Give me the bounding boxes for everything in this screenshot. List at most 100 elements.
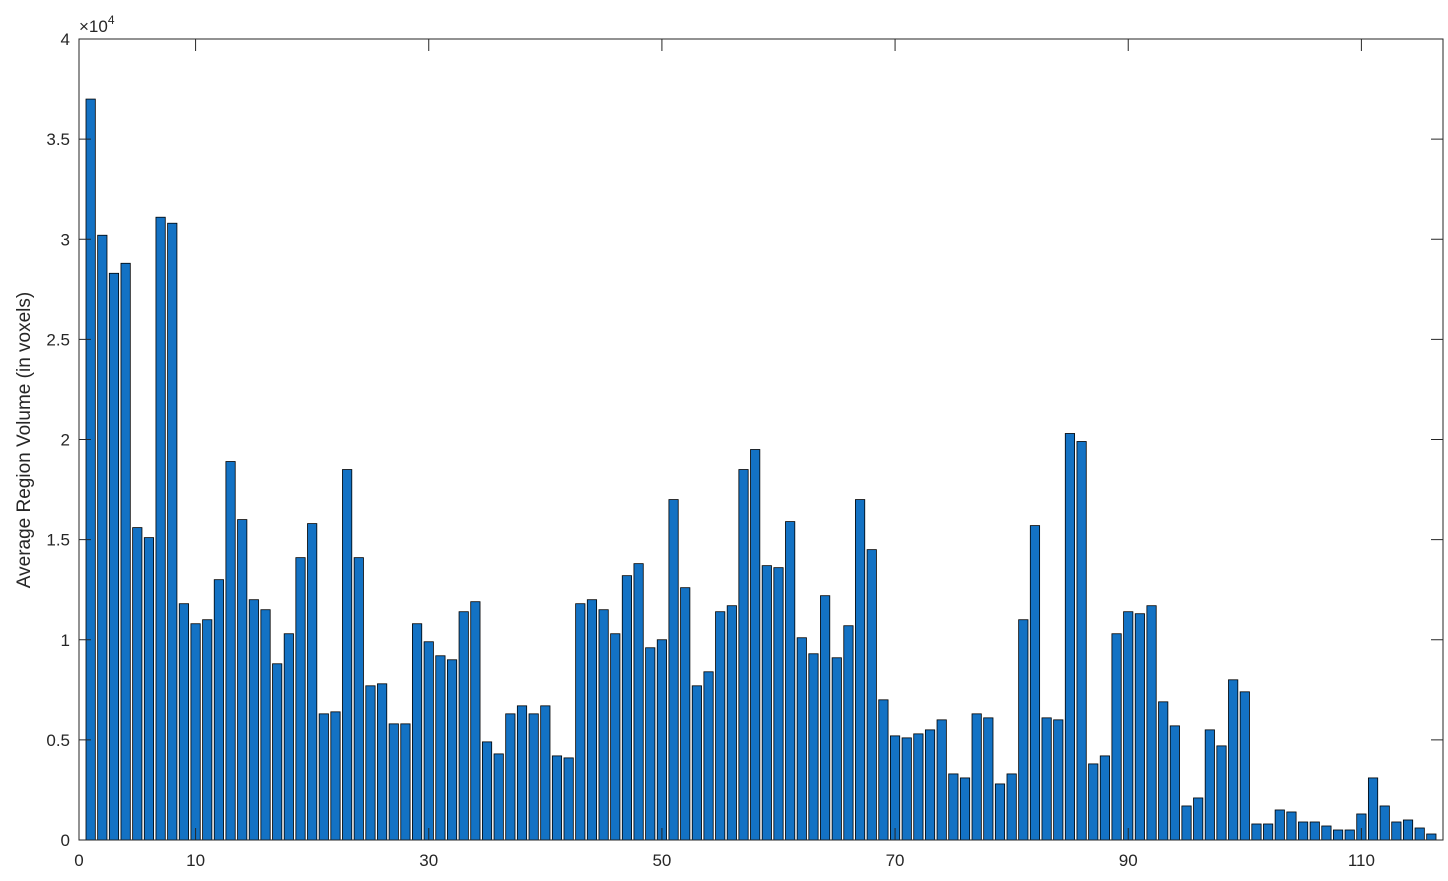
bar-91 [1134,613,1145,841]
bar-84 [1053,719,1064,841]
bar-2 [97,234,108,841]
x-tick-label: 90 [1119,851,1138,870]
bar-14 [237,519,248,841]
bar-105 [1298,821,1309,841]
bar-45 [598,609,609,841]
bar-15 [248,599,259,841]
bar-57 [738,469,749,841]
y-tick-label: 2 [61,431,70,450]
bar-56 [726,605,737,841]
bar-93 [1158,701,1169,841]
bar-21 [318,713,329,841]
bar-29 [412,623,423,841]
bar-69 [878,699,889,841]
bar-62 [796,637,807,841]
bar-104 [1286,811,1297,841]
bar-11 [202,619,213,841]
y-tick-label: 2.5 [46,330,70,349]
bar-89 [1111,633,1122,841]
bar-103 [1274,809,1285,841]
bar-72 [913,733,924,841]
bar-9 [178,603,189,841]
bar-116 [1426,833,1437,841]
bar-88 [1099,755,1110,841]
x-tick-label: 50 [652,851,671,870]
x-tick-label: 110 [1348,851,1375,870]
bar-24 [353,557,364,841]
bar-43 [575,603,586,841]
bar-52 [680,587,691,841]
bar-35 [481,741,493,841]
bar-53 [691,685,702,841]
bar-78 [983,717,994,841]
bar-73 [924,729,936,841]
bar-31 [435,655,446,841]
bar-79 [994,783,1006,841]
bar-40 [540,705,551,841]
bar-51 [668,499,679,841]
y-tick-label: 1 [61,631,70,650]
x-tick-label: 10 [186,851,205,870]
x-tick-label: 30 [419,851,438,870]
bar-6 [143,537,155,841]
bar-115 [1414,827,1425,841]
bar-10 [190,623,201,841]
bar-98 [1216,745,1227,841]
bar-97 [1204,729,1215,841]
y-tick-label: 3.5 [46,130,70,149]
bar-63 [808,653,819,841]
bar-95 [1181,805,1192,841]
bar-71 [901,737,912,841]
bar-3 [108,272,120,841]
y-exponent-label: ×104 [79,13,115,36]
y-tick-label: 3 [61,230,70,249]
bar-106 [1309,821,1320,841]
bar-28 [400,723,411,841]
bar-18 [283,633,294,841]
bar-113 [1391,821,1402,841]
bar-38 [516,705,528,841]
bar-70 [890,735,901,841]
bar-96 [1193,797,1204,841]
bar-34 [470,601,481,841]
x-tick-label: 0 [74,851,83,870]
bar-42 [563,757,574,841]
bar-114 [1402,819,1414,841]
bar-4 [120,262,131,841]
bar-12 [213,579,224,841]
bar-87 [1088,763,1099,841]
bar-68 [866,549,877,841]
bar-54 [703,671,714,841]
bar-102 [1263,823,1274,841]
bar-55 [715,611,726,841]
bar-101 [1251,823,1262,841]
bar-99 [1228,679,1239,841]
bar-86 [1076,441,1087,841]
bar-46 [610,633,621,841]
bar-19 [295,557,306,841]
bar-60 [773,567,784,841]
ticks-group: 0 10 30 50 70 90 110 0 0.5 1 1.5 2 2.5 3 3.5 4 [46,30,1443,870]
bar-20 [307,523,318,841]
bar-108 [1333,829,1344,841]
bar-85 [1064,433,1076,841]
bar-111 [1367,777,1379,841]
bar-48 [633,563,644,841]
x-tick-label: 70 [886,851,905,870]
bar-75 [948,773,959,841]
bar-49 [645,647,656,841]
bar-90 [1123,611,1134,841]
bar-59 [761,565,772,841]
bar-64 [820,595,831,841]
bar-23 [342,469,353,841]
bar-13 [225,461,236,841]
bar-61 [785,521,796,841]
bar-44 [586,599,598,841]
bar-66 [843,625,854,841]
bars-group [85,98,1437,841]
bar-5 [132,527,143,841]
bar-76 [959,777,971,841]
y-tick-label: 1.5 [46,531,70,550]
bar-112 [1379,805,1390,841]
